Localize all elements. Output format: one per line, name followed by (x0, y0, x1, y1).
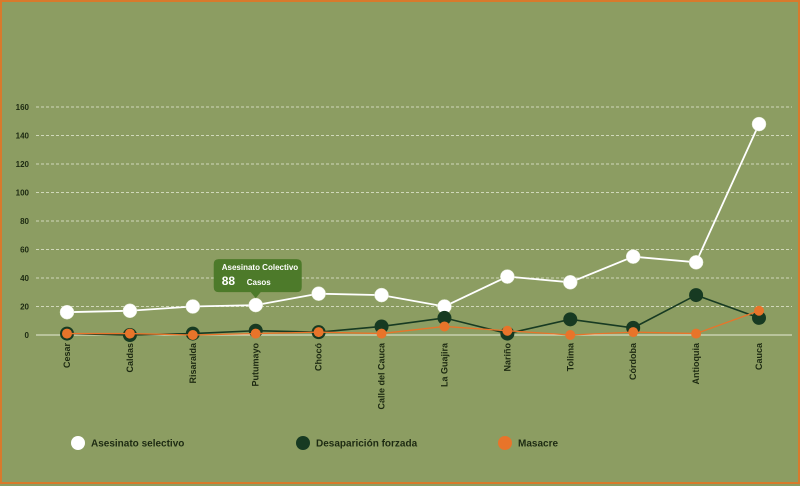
y-tick-label: 60 (20, 246, 29, 255)
data-point[interactable] (122, 303, 138, 319)
data-point[interactable] (250, 328, 261, 339)
data-point[interactable] (62, 328, 72, 339)
legend-marker (71, 436, 85, 450)
legend-item[interactable]: Masacre (498, 436, 558, 450)
data-point[interactable] (500, 269, 515, 284)
data-point[interactable] (439, 321, 450, 332)
y-tick-label: 120 (16, 160, 30, 169)
series-2 (62, 305, 764, 340)
legend: Asesinato selectivo Desaparición forzada M… (71, 436, 558, 450)
x-category-label: Caldas (125, 343, 135, 373)
tooltip-title: Asesinato Colectivo (222, 263, 299, 272)
data-point[interactable] (374, 319, 389, 334)
data-point[interactable] (565, 330, 576, 340)
y-tick-label: 0 (25, 331, 30, 340)
x-category-label: Cesar (62, 343, 72, 369)
legend-marker (498, 436, 512, 450)
data-point[interactable] (376, 328, 387, 339)
y-tick-label: 20 (20, 303, 29, 312)
tooltip: Asesinato Colectivo 88 Casos (213, 259, 302, 299)
data-point[interactable] (313, 327, 324, 338)
data-point[interactable] (563, 275, 578, 290)
legend-item[interactable]: Asesinato selectivo (71, 436, 184, 450)
data-point[interactable] (187, 330, 198, 340)
data-point[interactable] (691, 328, 702, 339)
data-point[interactable] (688, 255, 704, 270)
legend-label: Asesinato selectivo (91, 439, 184, 450)
x-category-label: Tolima (565, 342, 575, 371)
data-point[interactable] (124, 328, 135, 339)
x-category-label: La Guajira (439, 342, 449, 387)
y-tick-label: 40 (20, 274, 29, 283)
legend-label: Desaparición forzada (316, 439, 418, 450)
data-point[interactable] (311, 286, 326, 301)
data-point[interactable] (625, 249, 641, 264)
y-tick-label: 80 (20, 217, 29, 226)
legend-marker (296, 436, 310, 450)
data-point[interactable] (752, 310, 766, 325)
data-point[interactable] (248, 297, 263, 313)
y-tick-label: 140 (16, 132, 30, 141)
x-category-label: Calle del Cauca (377, 342, 387, 410)
series-line (67, 310, 760, 336)
x-category-label: Risaralda (188, 342, 198, 384)
legend-label: Masacre (518, 439, 558, 450)
x-category-label: Chocó (314, 343, 324, 372)
data-point[interactable] (502, 325, 513, 336)
data-point[interactable] (754, 305, 764, 316)
x-category-label: Cauca (754, 342, 764, 370)
tooltip-value: 88 (222, 274, 236, 288)
y-tick-label: 100 (16, 189, 30, 198)
tooltip-box (213, 259, 302, 299)
x-category-label: Putumayo (251, 343, 261, 387)
tooltip-unit: Casos (247, 278, 272, 287)
series-line (66, 123, 760, 314)
data-point[interactable] (374, 287, 389, 303)
series-0 (59, 116, 767, 320)
data-point[interactable] (563, 312, 578, 327)
y-axis-ticks: 0 20 40 60 80 100 120 140 160 (16, 103, 30, 340)
grid-lines (36, 106, 792, 307)
x-category-label: Nariño (502, 343, 512, 372)
data-point[interactable] (628, 327, 639, 338)
x-category-label: Antioquia (691, 342, 701, 384)
data-point[interactable] (185, 299, 201, 314)
series-line (66, 294, 760, 336)
data-point[interactable] (689, 288, 704, 303)
data-point[interactable] (751, 116, 767, 132)
x-category-label: Córdoba (628, 342, 638, 380)
y-tick-label: 160 (16, 103, 30, 112)
series-group (59, 116, 767, 342)
legend-item[interactable]: Desaparición forzada (296, 436, 418, 450)
data-point[interactable] (437, 310, 452, 325)
x-axis-labels: Cesar Caldas Risaralda Putumayo Chocó Calle d… (62, 342, 764, 410)
data-point[interactable] (59, 304, 75, 320)
